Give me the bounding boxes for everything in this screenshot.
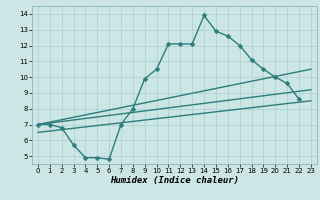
- X-axis label: Humidex (Indice chaleur): Humidex (Indice chaleur): [110, 176, 239, 185]
